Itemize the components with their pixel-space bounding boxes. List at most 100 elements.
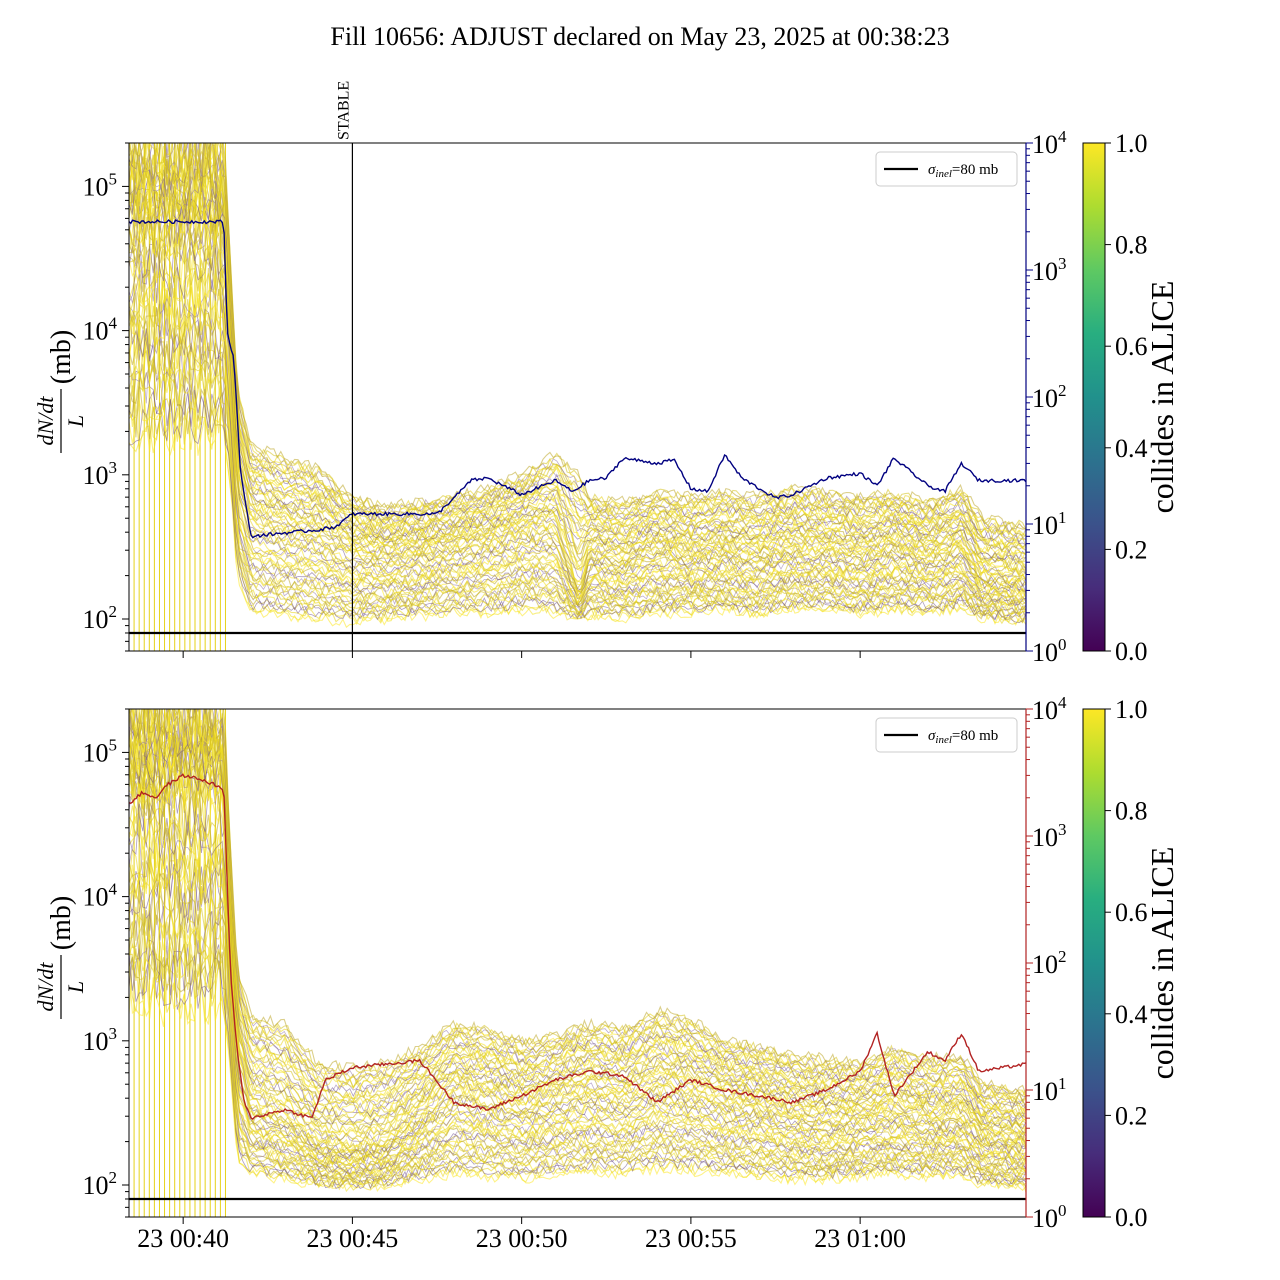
bunch-trace bbox=[129, 177, 1026, 568]
colorbar-tick-label: 0.2 bbox=[1115, 535, 1148, 564]
bunch-trace bbox=[129, 155, 1026, 554]
colorbar-tick-label: 0.8 bbox=[1115, 231, 1148, 260]
bunch-trace bbox=[129, 336, 1026, 614]
bunch-trace bbox=[129, 783, 1026, 1160]
right-y-axis: 100 101 102 103 104 bbox=[1025, 127, 1067, 667]
left-y-tick-label: 103 bbox=[83, 1024, 118, 1056]
bunch-trace bbox=[129, 721, 1026, 1122]
colorbar: 0.0 0.2 0.4 0.6 0.8 1.0 collides in ALICE bbox=[1082, 695, 1180, 1232]
colorbar-label: collides in ALICE bbox=[1144, 281, 1180, 514]
x-tick-label: 23 00:55 bbox=[645, 1224, 737, 1253]
colorbar-tick-label: 0.8 bbox=[1115, 797, 1148, 826]
bunch-trace bbox=[129, 879, 1026, 1174]
right-y-tick-label: 102 bbox=[1032, 381, 1067, 413]
plot-area bbox=[129, 143, 1026, 651]
bunch-trace bbox=[129, 849, 1026, 1170]
bunch-trace bbox=[129, 299, 1026, 606]
bunch-trace bbox=[129, 946, 1026, 1188]
legend-label: σinel=80 mb bbox=[928, 162, 998, 180]
bunch-trace bbox=[129, 257, 1026, 599]
legend-box bbox=[875, 151, 1018, 187]
legend: σinel=80 mb bbox=[875, 717, 1018, 753]
bunch-trace bbox=[129, 830, 1026, 1166]
left-y-tick-label: 104 bbox=[83, 314, 118, 346]
x-axis: 23 00:40 23 00:45 23 00:50 23 00:55 23 01:00 bbox=[137, 1217, 906, 1253]
bunch-trace bbox=[129, 802, 1026, 1161]
top-panel: STABLE 102 103 104 105 100 101 102 103 104 dN/dt L (… bbox=[33, 81, 1180, 667]
bunch-trace bbox=[129, 187, 1026, 576]
right-y-tick-label: 104 bbox=[1032, 693, 1067, 725]
bunch-trace bbox=[129, 740, 1026, 1136]
bunch-trace bbox=[129, 709, 1026, 1103]
bunch-trace bbox=[129, 709, 1026, 1095]
bunch-trace bbox=[129, 386, 1026, 623]
bunch-trace bbox=[129, 249, 1026, 600]
left-y-tick-label: 105 bbox=[83, 169, 118, 201]
colorbar-tick-label: 0.6 bbox=[1115, 898, 1148, 927]
colorbar-tick-label: 0.4 bbox=[1115, 434, 1148, 463]
left-y-axis: 102 103 104 105 bbox=[83, 708, 129, 1218]
bunch-trace bbox=[129, 143, 1026, 536]
bunch-trace bbox=[129, 225, 1026, 598]
figure-title: Fill 10656: ADJUST declared on May 23, 2… bbox=[330, 22, 949, 51]
bunch-trace bbox=[129, 763, 1026, 1153]
bunch-trace bbox=[129, 143, 1026, 541]
x-tick-label: 23 00:45 bbox=[307, 1224, 399, 1253]
bunch-trace bbox=[129, 143, 1026, 531]
bunch-trace bbox=[129, 347, 1026, 616]
bunch-trace bbox=[129, 147, 1026, 550]
colorbar-gradient bbox=[1082, 142, 1106, 652]
legend-label: σinel=80 mb bbox=[928, 728, 998, 746]
bunch-trace bbox=[129, 866, 1026, 1175]
right-y-tick-label: 103 bbox=[1032, 820, 1067, 852]
left-y-tick-label: 102 bbox=[83, 1168, 118, 1200]
bunch-trace bbox=[129, 899, 1026, 1178]
colorbar-tick-label: 0.6 bbox=[1115, 332, 1148, 361]
bunch-trace bbox=[129, 166, 1026, 563]
right-axis-series-line bbox=[129, 773, 1026, 1121]
bunch-trace bbox=[129, 378, 1026, 624]
left-y-axis-label: dN/dt L (mb) bbox=[33, 896, 88, 1019]
left-y-axis-label: dN/dt L (mb) bbox=[33, 330, 88, 453]
colorbar-tick-label: 1.0 bbox=[1115, 129, 1148, 158]
bunch-trace bbox=[129, 736, 1026, 1135]
colorbar-tick-label: 0.0 bbox=[1115, 637, 1148, 666]
bunch-trace bbox=[133, 143, 1026, 530]
y-label-unit: (mb) bbox=[46, 330, 77, 384]
plot-area bbox=[129, 709, 1026, 1217]
bunch-trace bbox=[129, 172, 1026, 567]
bunch-trace bbox=[129, 739, 1026, 1136]
right-y-tick-label: 103 bbox=[1032, 254, 1067, 286]
bunch-trace bbox=[129, 195, 1026, 586]
bunch-trace bbox=[129, 262, 1026, 600]
left-y-tick-label: 102 bbox=[83, 602, 118, 634]
colorbar-tick-label: 0.4 bbox=[1115, 1000, 1148, 1029]
bunch-trace bbox=[129, 872, 1026, 1175]
colorbar: 0.0 0.2 0.4 0.6 0.8 1.0 collides in ALICE bbox=[1082, 129, 1180, 666]
right-y-tick-label: 101 bbox=[1032, 508, 1067, 540]
bunch-trace bbox=[129, 143, 1026, 547]
y-label-denominator: L bbox=[63, 415, 88, 428]
left-y-tick-label: 103 bbox=[83, 458, 118, 490]
bunch-trace bbox=[129, 156, 1026, 552]
bunch-trace bbox=[129, 190, 1026, 580]
right-y-tick-label: 101 bbox=[1032, 1074, 1067, 1106]
left-y-tick-label: 105 bbox=[83, 735, 118, 767]
left-y-tick-label: 104 bbox=[83, 880, 118, 912]
right-axis-series-line bbox=[129, 219, 1026, 539]
bunch-trace bbox=[129, 959, 1026, 1193]
bunch-trace bbox=[129, 709, 1026, 1112]
bunch-trace bbox=[129, 185, 1026, 575]
bunch-traces bbox=[129, 709, 1026, 1193]
y-label-numerator: dN/dt bbox=[33, 396, 58, 446]
x-tick-label: 23 00:40 bbox=[137, 1224, 229, 1253]
bunch-trace bbox=[129, 143, 1026, 544]
y-label-numerator: dN/dt bbox=[33, 962, 58, 1012]
y-label-unit: (mb) bbox=[46, 896, 77, 950]
bunch-trace bbox=[129, 817, 1026, 1161]
right-y-tick-label: 100 bbox=[1032, 1201, 1067, 1233]
bunch-traces bbox=[129, 143, 1026, 629]
bottom-panel: 102 103 104 105 100 101 102 103 104 23 00:40 23 00… bbox=[33, 693, 1180, 1253]
left-y-axis: 102 103 104 105 bbox=[83, 142, 129, 652]
